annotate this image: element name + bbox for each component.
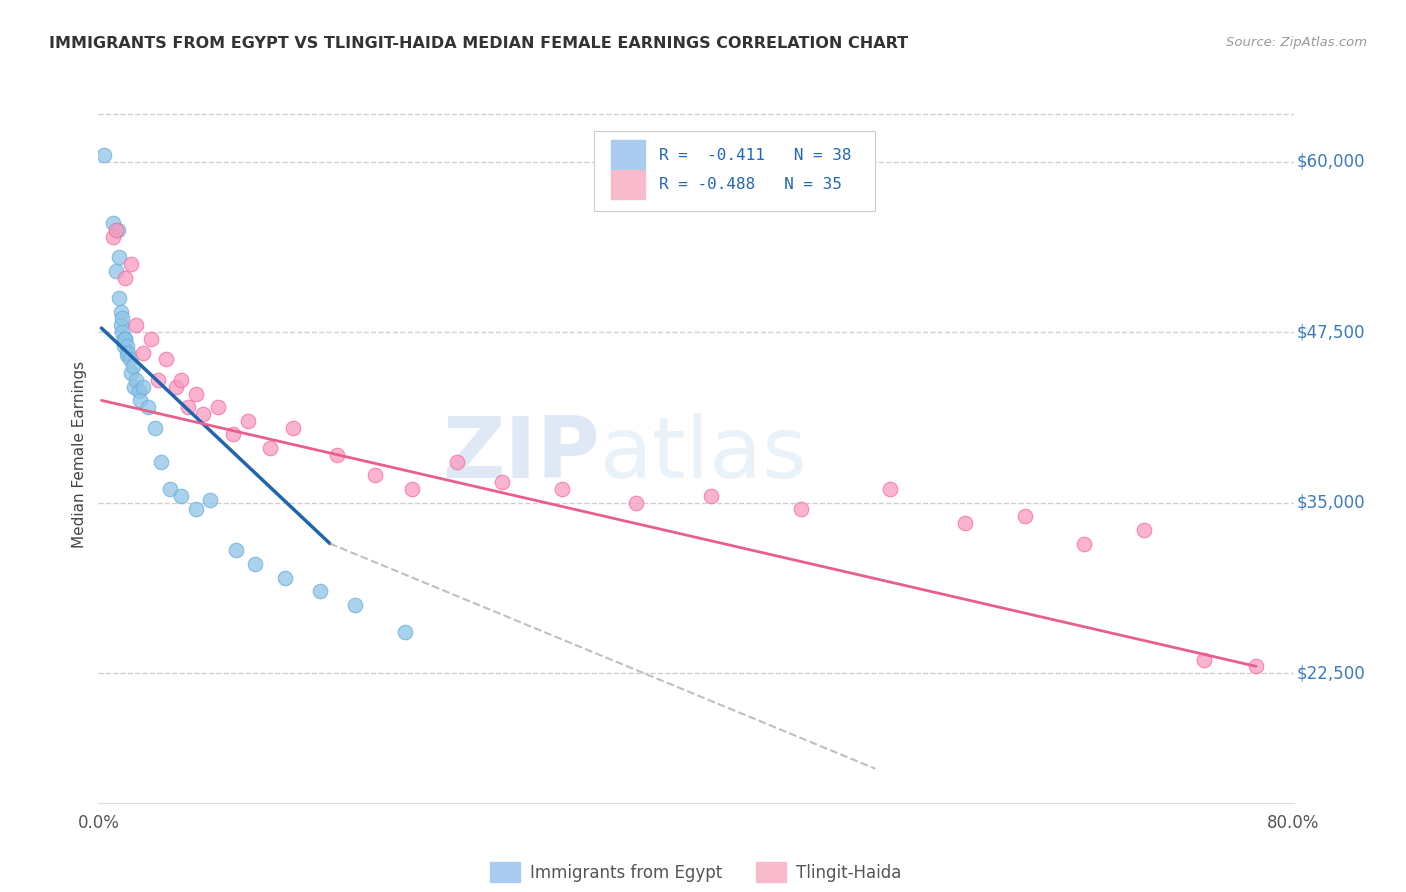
Point (111, 325, 134, 339)
Point (114, 270, 136, 285)
Text: $35,000: $35,000 (1298, 493, 1365, 512)
Point (789, 502, 811, 516)
Point (207, 400, 229, 414)
Point (132, 345, 155, 359)
Point (125, 373, 148, 387)
Point (110, 318, 132, 333)
Point (108, 291, 131, 305)
Point (114, 332, 136, 346)
Point (1192, 652, 1215, 666)
Text: Source: ZipAtlas.com: Source: ZipAtlas.com (1226, 36, 1367, 49)
Point (953, 516, 976, 530)
Point (143, 420, 166, 434)
Point (155, 352, 177, 367)
Point (308, 584, 330, 599)
Text: R =  -0.411   N = 38: R = -0.411 N = 38 (659, 147, 852, 162)
Point (236, 414, 259, 428)
Point (107, 223, 129, 237)
Point (1014, 509, 1036, 524)
Point (132, 380, 155, 394)
Point (274, 571, 297, 585)
Point (177, 400, 200, 414)
Point (259, 441, 281, 455)
Point (184, 502, 207, 516)
Point (93, 148, 115, 162)
Point (1133, 523, 1156, 537)
Point (281, 420, 304, 434)
Point (169, 489, 191, 503)
Point (225, 543, 247, 558)
Point (491, 475, 513, 490)
Point (364, 468, 387, 483)
Point (117, 345, 139, 359)
Point (700, 489, 723, 503)
Point (401, 482, 423, 496)
Point (125, 318, 148, 333)
Text: $47,500: $47,500 (1298, 323, 1365, 341)
Point (165, 380, 187, 394)
Point (245, 557, 267, 571)
Point (124, 380, 146, 394)
Point (191, 407, 214, 421)
Point (121, 359, 143, 374)
Point (550, 482, 572, 496)
Point (150, 455, 173, 469)
Point (114, 332, 136, 346)
Text: atlas: atlas (600, 413, 808, 497)
Y-axis label: Median Female Earnings: Median Female Earnings (72, 361, 87, 549)
Point (108, 250, 131, 264)
Point (169, 373, 191, 387)
Point (112, 332, 135, 346)
Point (136, 400, 159, 414)
Point (103, 216, 125, 230)
Point (129, 393, 152, 408)
Text: $22,500: $22,500 (1298, 665, 1365, 682)
Point (159, 482, 181, 496)
Point (120, 366, 142, 380)
Point (118, 352, 141, 367)
Bar (612, 140, 644, 169)
Point (112, 339, 135, 353)
Point (200, 492, 222, 507)
Point (222, 427, 245, 442)
Point (128, 384, 150, 398)
Text: $60,000: $60,000 (1298, 153, 1365, 170)
Point (1244, 659, 1267, 673)
Text: R = -0.488   N = 35: R = -0.488 N = 35 (659, 177, 842, 192)
Point (105, 264, 128, 278)
Point (184, 386, 207, 401)
Point (120, 257, 142, 271)
Point (446, 455, 468, 469)
Point (110, 304, 132, 318)
Point (394, 625, 416, 640)
Point (115, 339, 138, 353)
Point (344, 598, 367, 612)
Point (111, 311, 134, 326)
Text: IMMIGRANTS FROM EGYPT VS TLINGIT-HAIDA MEDIAN FEMALE EARNINGS CORRELATION CHART: IMMIGRANTS FROM EGYPT VS TLINGIT-HAIDA M… (49, 36, 908, 51)
Point (1073, 536, 1095, 550)
Point (105, 223, 128, 237)
Text: ZIP: ZIP (443, 413, 600, 497)
Point (115, 348, 138, 362)
Bar (612, 169, 644, 199)
Point (103, 229, 125, 244)
Point (879, 482, 901, 496)
Point (139, 332, 162, 346)
Point (624, 496, 647, 510)
Point (326, 448, 349, 462)
Legend: Immigrants from Egypt, Tlingit-Haida: Immigrants from Egypt, Tlingit-Haida (484, 855, 908, 888)
Point (148, 373, 170, 387)
Bar (595, 131, 875, 211)
